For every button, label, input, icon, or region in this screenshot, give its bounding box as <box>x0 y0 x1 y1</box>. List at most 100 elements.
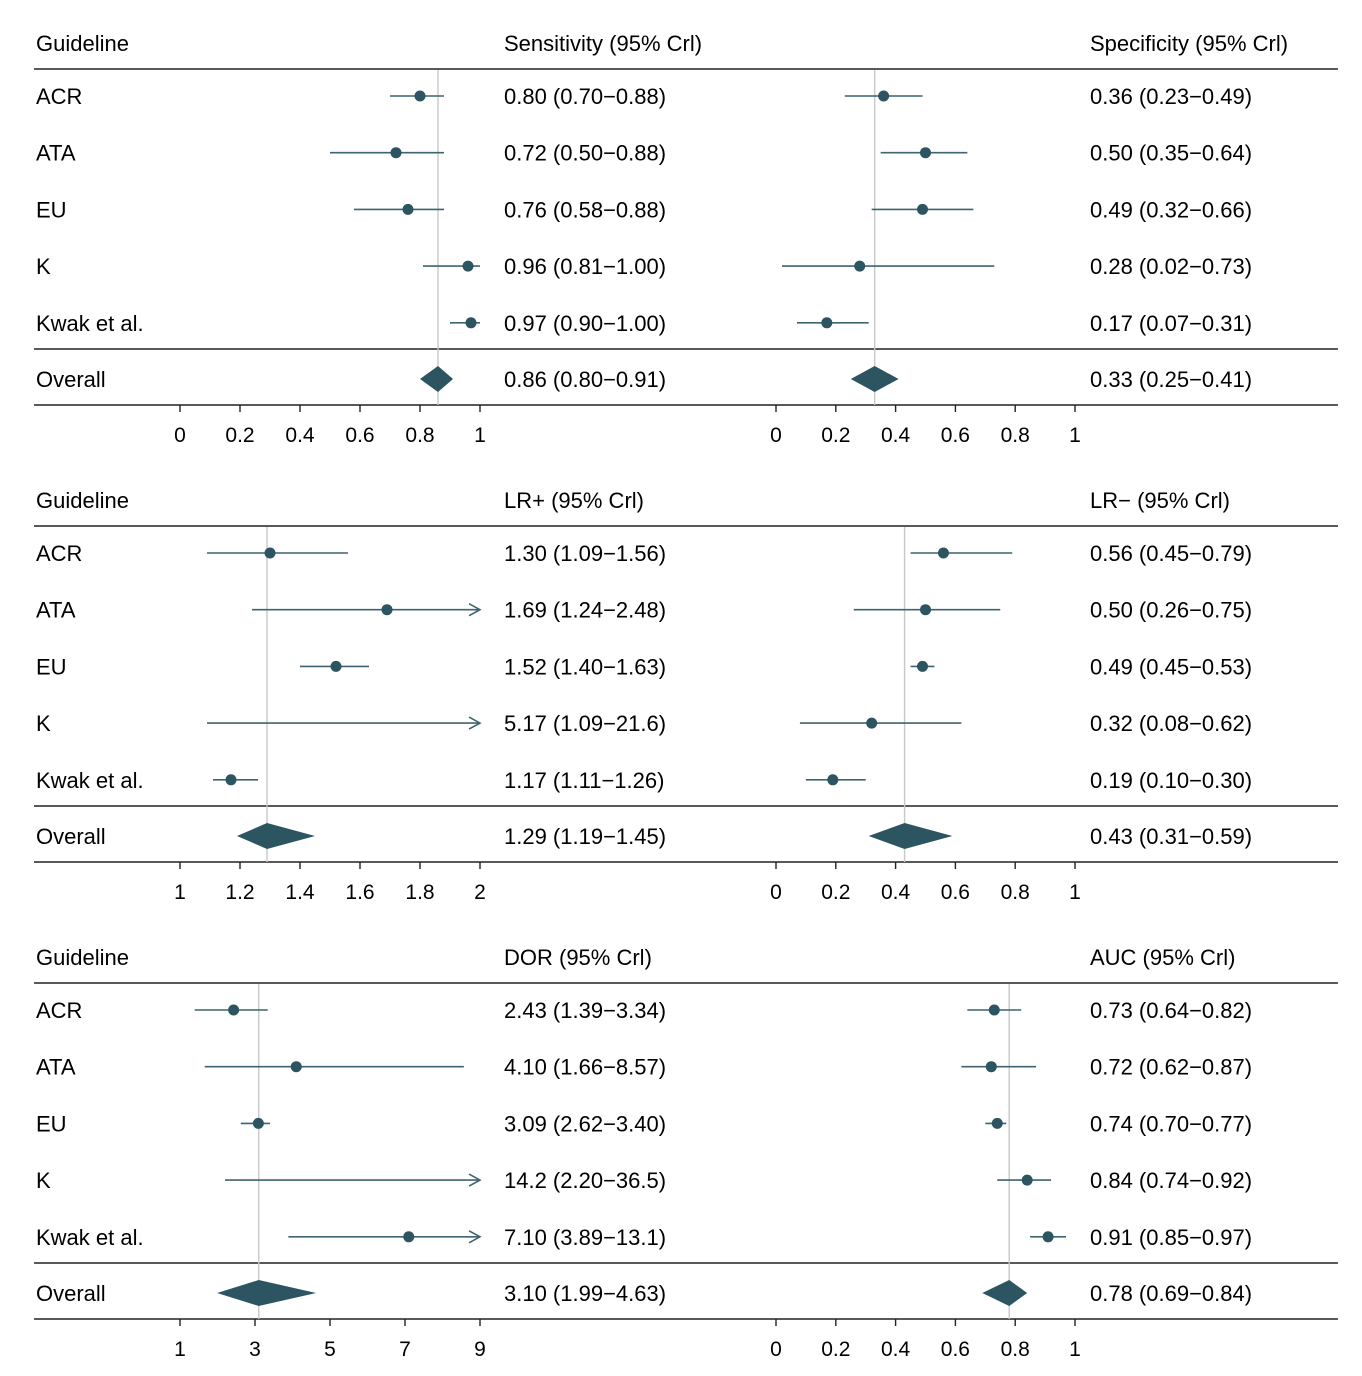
panel-title: Sensitivity (95% Crl) <box>504 31 702 56</box>
axis-tick-label: 0.2 <box>821 424 850 447</box>
axis-tick-label: 0.8 <box>405 424 434 447</box>
estimate-text: 0.32 (0.08−0.62) <box>1090 711 1252 736</box>
estimate-text: 1.17 (1.11−1.26) <box>504 768 664 793</box>
axis-tick-label: 0.8 <box>1001 881 1030 904</box>
column-header-guideline: Guideline <box>36 488 129 513</box>
axis-tick-label: 5 <box>324 1338 336 1361</box>
point-estimate <box>854 260 866 272</box>
panel-dor: DOR (95% Crl) 2.43 (1.39−3.34) 4.10 (1.66−… <box>174 945 666 1361</box>
estimate-text: 0.72 (0.62−0.87) <box>1090 1055 1252 1080</box>
axis-tick-label: 0.4 <box>285 424 315 447</box>
row-label: Kwak et al. <box>36 311 144 336</box>
point-estimate <box>228 1004 240 1016</box>
point-estimate <box>991 1117 1003 1129</box>
overall-label: Overall <box>36 367 106 392</box>
point-estimate <box>381 604 393 616</box>
row-label: EU <box>36 654 67 679</box>
overall-diamond <box>868 823 953 849</box>
axis-tick-label: 0 <box>770 1338 782 1361</box>
overall-label: Overall <box>36 824 106 849</box>
overall-label: Overall <box>36 1281 106 1306</box>
point-estimate <box>390 147 402 159</box>
overall-estimate-text: 0.78 (0.69−0.84) <box>1090 1281 1252 1306</box>
axis-tick-label: 0.2 <box>225 424 254 447</box>
axis-tick-label: 2 <box>474 881 486 904</box>
row-label: ACR <box>36 541 82 566</box>
axis-tick-label: 1 <box>1069 424 1081 447</box>
axis-tick-label: 0.6 <box>941 1338 970 1361</box>
panel-auc: AUC (95% Crl) 0.73 (0.64−0.82) 0.72 (0.62−… <box>770 945 1252 1361</box>
estimate-text: 0.50 (0.26−0.75) <box>1090 598 1252 623</box>
point-estimate <box>827 774 839 786</box>
point-estimate <box>402 203 414 215</box>
row-label: Kwak et al. <box>36 1225 144 1250</box>
axis-tick-label: 9 <box>474 1338 486 1361</box>
panel-title: LR+ (95% Crl) <box>504 488 644 513</box>
estimate-text: 0.76 (0.58−0.88) <box>504 197 666 222</box>
point-estimate <box>462 260 474 272</box>
panel-title: Specificity (95% Crl) <box>1090 31 1288 56</box>
overall-diamond <box>217 1280 317 1306</box>
estimate-text: 0.84 (0.74−0.92) <box>1090 1168 1252 1193</box>
axis-tick-label: 1.4 <box>285 881 315 904</box>
panel-specificity: Specificity (95% Crl) 0.36 (0.23−0.49) 0.5… <box>770 31 1288 447</box>
point-estimate <box>465 317 477 329</box>
estimate-text: 1.30 (1.09−1.56) <box>504 541 666 566</box>
estimate-text: 1.52 (1.40−1.63) <box>504 654 666 679</box>
axis-tick-label: 0.6 <box>345 424 374 447</box>
estimate-text: 0.91 (0.85−0.97) <box>1090 1225 1252 1250</box>
axis-tick-label: 0.2 <box>821 881 850 904</box>
point-estimate <box>920 147 931 159</box>
row-label: K <box>36 1168 51 1193</box>
point-estimate <box>878 90 890 102</box>
estimate-text: 2.43 (1.39−3.34) <box>504 998 666 1023</box>
point-estimate <box>917 203 929 215</box>
axis-tick-label: 3 <box>249 1338 261 1361</box>
axis-tick-label: 1.8 <box>405 881 434 904</box>
estimate-text: 0.80 (0.70−0.88) <box>504 84 666 109</box>
point-estimate <box>252 1117 264 1129</box>
estimate-text: 0.72 (0.50−0.88) <box>504 141 666 166</box>
axis-tick-label: 0.8 <box>1001 424 1030 447</box>
point-estimate <box>225 774 237 786</box>
estimate-text: 5.17 (1.09−21.6) <box>504 711 666 736</box>
point-estimate <box>821 317 833 329</box>
point-estimate <box>917 660 929 672</box>
panel-sensitivity: Sensitivity (95% Crl) 0.80 (0.70−0.88) 0.7… <box>174 31 702 447</box>
ci-arrow-icon <box>468 1173 482 1187</box>
axis-tick-label: 1 <box>1069 881 1081 904</box>
axis-tick-label: 0 <box>770 881 782 904</box>
axis-tick-label: 1 <box>1069 1338 1081 1361</box>
estimate-text: 0.36 (0.23−0.49) <box>1090 84 1252 109</box>
point-estimate <box>290 1061 302 1073</box>
axis-tick-label: 1 <box>174 1338 186 1361</box>
overall-estimate-text: 1.29 (1.19−1.45) <box>504 824 666 849</box>
estimate-text: 0.49 (0.32−0.66) <box>1090 197 1252 222</box>
estimate-text: 0.74 (0.70−0.77) <box>1090 1111 1252 1136</box>
point-estimate <box>937 547 949 559</box>
axis-tick-label: 0 <box>174 424 186 447</box>
panel-title: LR− (95% Crl) <box>1090 488 1230 513</box>
overall-estimate-text: 3.10 (1.99−4.63) <box>504 1281 666 1306</box>
overall-diamond <box>982 1280 1028 1306</box>
panel-block-2: Guideline ACR ATA EU K Kwak et al. Overall LR+ … <box>34 488 1338 904</box>
estimate-text: 0.17 (0.07−0.31) <box>1090 311 1252 336</box>
overall-estimate-text: 0.86 (0.80−0.91) <box>504 367 666 392</box>
estimate-text: 0.49 (0.45−0.53) <box>1090 654 1252 679</box>
estimate-text: 7.10 (3.89−13.1) <box>504 1225 666 1250</box>
estimate-text: 0.73 (0.64−0.82) <box>1090 998 1252 1023</box>
axis-tick-label: 0.8 <box>1001 1338 1030 1361</box>
ci-arrow-icon <box>468 1230 482 1244</box>
row-label: EU <box>36 197 67 222</box>
overall-diamond <box>237 823 315 849</box>
axis-tick-label: 0 <box>770 424 782 447</box>
estimate-text: 0.96 (0.81−1.00) <box>504 254 666 279</box>
point-estimate <box>988 1004 1000 1016</box>
estimate-text: 0.97 (0.90−1.00) <box>504 311 666 336</box>
axis-tick-label: 1 <box>474 424 486 447</box>
axis-tick-label: 1.2 <box>225 881 254 904</box>
point-estimate <box>1021 1174 1033 1186</box>
point-estimate <box>330 660 342 672</box>
overall-diamond <box>420 366 453 392</box>
row-label: K <box>36 254 51 279</box>
